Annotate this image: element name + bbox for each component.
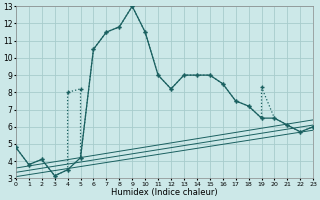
X-axis label: Humidex (Indice chaleur): Humidex (Indice chaleur) bbox=[111, 188, 218, 197]
